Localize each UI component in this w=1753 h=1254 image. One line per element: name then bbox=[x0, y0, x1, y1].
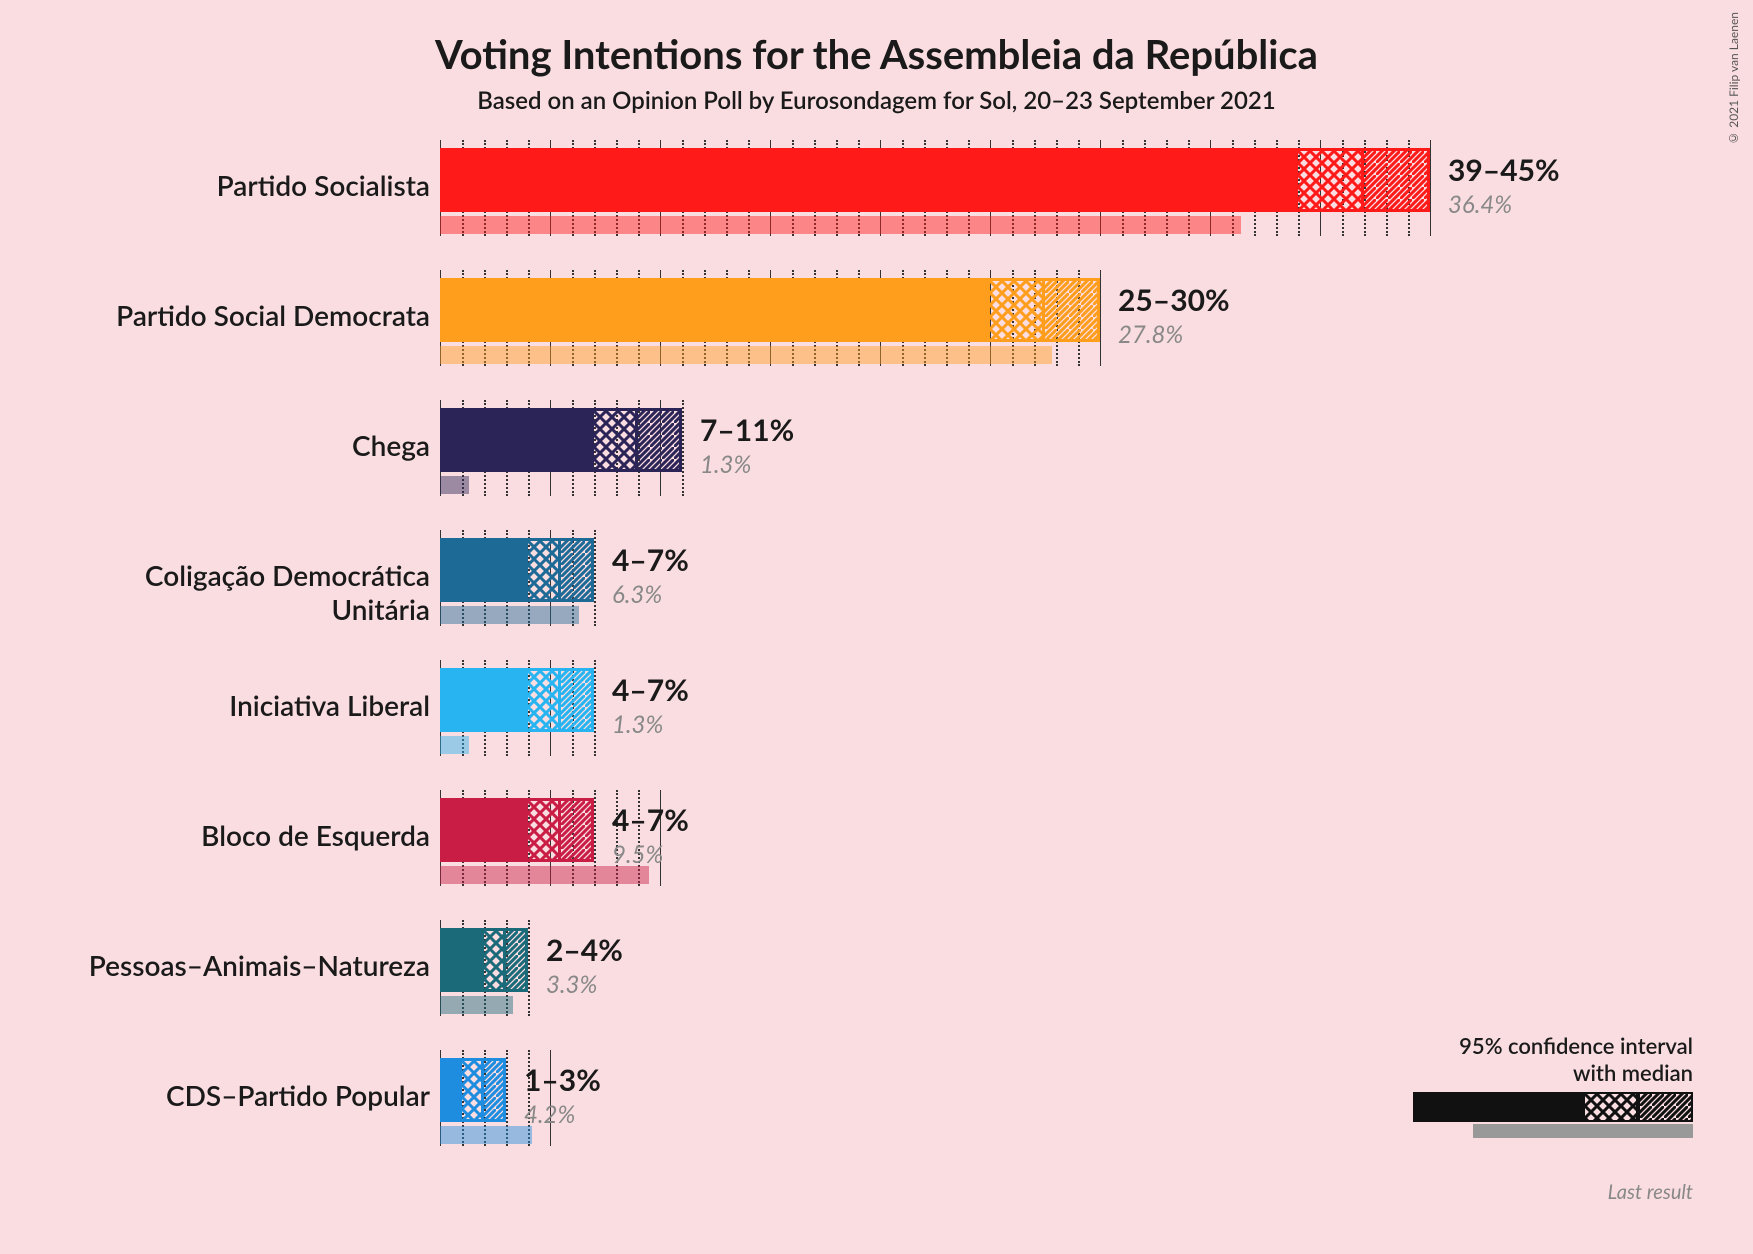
last-result-bar bbox=[440, 736, 469, 754]
legend-swatch bbox=[1413, 1092, 1693, 1132]
copyright-text: © 2021 Filip van Laenen bbox=[1726, 12, 1741, 146]
range-label: 1–3% bbox=[524, 1062, 601, 1098]
range-label: 39–45% bbox=[1448, 152, 1560, 188]
ci-median-bar bbox=[594, 408, 638, 472]
last-label: 4.2% bbox=[524, 1100, 575, 1129]
party-row: Iniciativa Liberal 4–7%1.3% bbox=[60, 660, 1690, 790]
ci-median-bar bbox=[990, 278, 1045, 342]
party-label: Pessoas–Animais–Natureza bbox=[60, 948, 430, 982]
legend-ci-line1: 95% confidence interval bbox=[1413, 1032, 1693, 1059]
ci-high-bar bbox=[484, 1058, 506, 1122]
range-label: 2–4% bbox=[546, 932, 623, 968]
legend-crosshatch-bar bbox=[1583, 1092, 1638, 1122]
last-result-bar bbox=[440, 606, 579, 624]
ci-high-bar bbox=[506, 928, 528, 992]
legend-last-label: Last result bbox=[1413, 1180, 1693, 1204]
last-label: 27.8% bbox=[1118, 320, 1183, 349]
last-label: 6.3% bbox=[612, 580, 662, 609]
party-label: Chega bbox=[60, 428, 430, 462]
party-row: Partido Socialista 39–45%36.4% bbox=[60, 140, 1690, 270]
last-result-bar bbox=[440, 346, 1052, 364]
ci-high-bar bbox=[638, 408, 682, 472]
party-label: Coligação Democrática Unitária bbox=[60, 558, 430, 626]
ci-median-bar bbox=[528, 668, 561, 732]
legend: 95% confidence interval with median Last… bbox=[1413, 1032, 1693, 1204]
ci-low-bar bbox=[440, 1058, 462, 1122]
party-row: Chega 7–11%1.3% bbox=[60, 400, 1690, 530]
ci-low-bar bbox=[440, 798, 528, 862]
range-label: 4–7% bbox=[612, 802, 689, 838]
range-label: 4–7% bbox=[612, 542, 689, 578]
ci-median-bar bbox=[1298, 148, 1364, 212]
last-result-bar bbox=[440, 1126, 532, 1144]
legend-ci-line2: with median bbox=[1413, 1059, 1693, 1086]
legend-solid-bar bbox=[1413, 1092, 1583, 1122]
party-label: CDS–Partido Popular bbox=[60, 1078, 430, 1112]
last-result-bar bbox=[440, 996, 513, 1014]
chart-subtitle: Based on an Opinion Poll by Eurosondagem… bbox=[0, 86, 1753, 115]
ci-median-bar bbox=[528, 798, 561, 862]
ci-high-bar bbox=[1364, 148, 1430, 212]
last-result-bar bbox=[440, 476, 469, 494]
ci-low-bar bbox=[440, 538, 528, 602]
range-label: 25–30% bbox=[1118, 282, 1230, 318]
last-label: 9.5% bbox=[612, 840, 663, 869]
ci-low-bar bbox=[440, 278, 990, 342]
party-row: Pessoas–Animais–Natureza 2–4%3.3% bbox=[60, 920, 1690, 1050]
ci-low-bar bbox=[440, 928, 484, 992]
chart-title: Voting Intentions for the Assembleia da … bbox=[0, 30, 1753, 78]
ci-median-bar bbox=[528, 538, 561, 602]
last-label: 1.3% bbox=[612, 710, 663, 739]
ci-high-bar bbox=[561, 668, 594, 732]
ci-high-bar bbox=[561, 538, 594, 602]
ci-median-bar bbox=[484, 928, 506, 992]
ci-low-bar bbox=[440, 668, 528, 732]
party-label: Bloco de Esquerda bbox=[60, 818, 430, 852]
last-label: 36.4% bbox=[1448, 190, 1512, 219]
range-label: 4–7% bbox=[612, 672, 689, 708]
party-label: Partido Socialista bbox=[60, 168, 430, 202]
ci-median-bar bbox=[462, 1058, 484, 1122]
ci-low-bar bbox=[440, 148, 1298, 212]
party-label: Partido Social Democrata bbox=[60, 298, 430, 332]
last-label: 1.3% bbox=[700, 450, 751, 479]
party-row: Partido Social Democrata 25–30%27.8% bbox=[60, 270, 1690, 400]
party-row: Coligação Democrática Unitária 4–7%6.3% bbox=[60, 530, 1690, 660]
party-row: Bloco de Esquerda 4–7%9.5% bbox=[60, 790, 1690, 920]
ci-low-bar bbox=[440, 408, 594, 472]
last-result-bar bbox=[440, 216, 1241, 234]
range-label: 7–11% bbox=[700, 412, 794, 448]
legend-last-bar bbox=[1473, 1124, 1693, 1138]
last-label: 3.3% bbox=[546, 970, 597, 999]
ci-high-bar bbox=[561, 798, 594, 862]
ci-high-bar bbox=[1045, 278, 1100, 342]
legend-diagonal-bar bbox=[1638, 1092, 1693, 1122]
party-label: Iniciativa Liberal bbox=[60, 688, 430, 722]
